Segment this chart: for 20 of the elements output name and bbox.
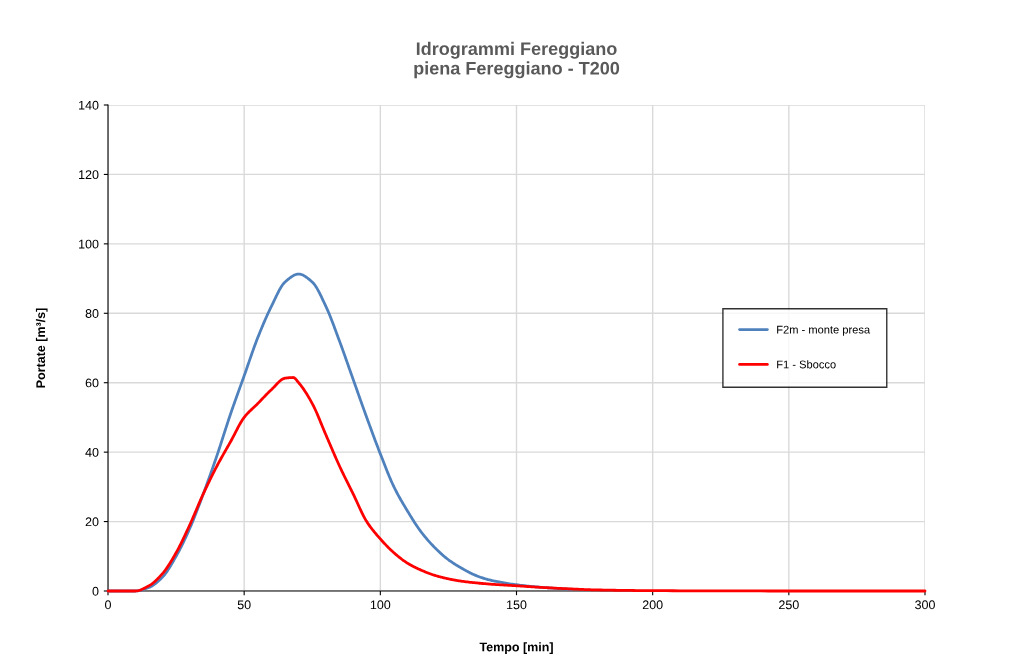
y-tick-label: 60 bbox=[85, 378, 99, 388]
y-tick-label: 0 bbox=[92, 586, 99, 596]
y-tick-label: 80 bbox=[85, 309, 99, 318]
y-axis-title: Portate [m³/s] bbox=[35, 308, 48, 388]
x-tick-label: 100 bbox=[370, 600, 391, 610]
legend-label: F2m - monte presa bbox=[777, 325, 871, 336]
legend-label: F1 - Sbocco bbox=[777, 360, 836, 369]
chart-title: Idrogrammi Fereggiano piena Fereggiano - T200 bbox=[414, 41, 620, 79]
x-tick-label: 250 bbox=[779, 600, 799, 610]
x-tick-label: 300 bbox=[915, 600, 935, 610]
y-tick-label: 40 bbox=[85, 447, 99, 457]
x-tick-label: 50 bbox=[237, 600, 251, 610]
y-tick-label: 120 bbox=[79, 170, 99, 180]
y-tick-label: 100 bbox=[79, 239, 99, 249]
x-axis-title: Tempo [min] bbox=[479, 642, 553, 654]
x-tick-label: 0 bbox=[105, 600, 111, 610]
y-tick-label: 20 bbox=[85, 517, 99, 527]
x-tick-label: 150 bbox=[507, 600, 527, 610]
y-tick-label: 140 bbox=[79, 100, 99, 110]
x-tick-label: 200 bbox=[642, 600, 663, 610]
